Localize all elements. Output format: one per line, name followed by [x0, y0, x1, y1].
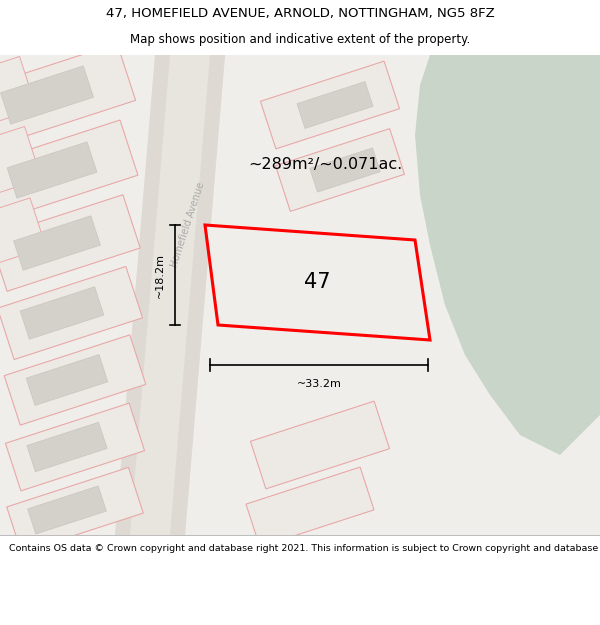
Polygon shape [7, 468, 143, 552]
Polygon shape [28, 486, 106, 534]
Polygon shape [0, 120, 138, 220]
Polygon shape [0, 195, 140, 291]
Polygon shape [170, 55, 225, 535]
Polygon shape [4, 335, 146, 425]
Polygon shape [0, 266, 143, 359]
Polygon shape [260, 61, 400, 149]
Polygon shape [246, 467, 374, 547]
Polygon shape [0, 198, 46, 272]
Polygon shape [0, 43, 136, 147]
Text: Homefield Avenue: Homefield Avenue [169, 181, 206, 269]
Polygon shape [250, 401, 389, 489]
Polygon shape [26, 354, 108, 406]
Polygon shape [1, 66, 94, 124]
Polygon shape [297, 82, 373, 128]
Text: Contains OS data © Crown copyright and database right 2021. This information is : Contains OS data © Crown copyright and d… [9, 544, 600, 553]
Polygon shape [0, 55, 600, 535]
Text: ~18.2m: ~18.2m [155, 253, 165, 298]
Polygon shape [7, 142, 97, 198]
Polygon shape [205, 225, 430, 340]
Polygon shape [14, 216, 100, 270]
Polygon shape [20, 287, 104, 339]
Text: ~289m²/~0.071ac.: ~289m²/~0.071ac. [248, 158, 402, 172]
Polygon shape [115, 55, 225, 535]
Text: 47: 47 [304, 272, 330, 292]
Polygon shape [0, 126, 41, 204]
Text: 47, HOMEFIELD AVENUE, ARNOLD, NOTTINGHAM, NG5 8FZ: 47, HOMEFIELD AVENUE, ARNOLD, NOTTINGHAM… [106, 8, 494, 20]
Polygon shape [27, 422, 107, 472]
Polygon shape [115, 55, 170, 535]
Polygon shape [0, 56, 37, 134]
Polygon shape [275, 129, 404, 211]
Text: Map shows position and indicative extent of the property.: Map shows position and indicative extent… [130, 33, 470, 46]
Polygon shape [310, 148, 380, 192]
Polygon shape [415, 55, 600, 455]
Polygon shape [5, 403, 145, 491]
Text: ~33.2m: ~33.2m [296, 379, 341, 389]
